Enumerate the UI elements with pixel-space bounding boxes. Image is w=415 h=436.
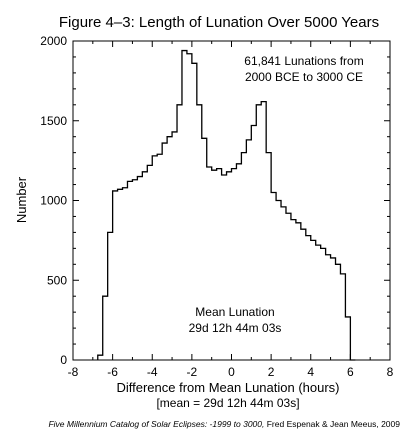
annotation-mean-value: 29d 12h 44m 03s xyxy=(189,321,282,335)
x-tick-label: -6 xyxy=(107,365,118,379)
chart-title: Figure 4–3: Length of Lunation Over 5000… xyxy=(59,14,379,31)
y-tick-label: 1500 xyxy=(40,114,67,128)
annotation-count: 61,841 Lunations from xyxy=(244,54,363,68)
y-axis-ticks: 0 500 1000 1500 2000 xyxy=(40,34,390,367)
x-tick-label: -8 xyxy=(68,365,79,379)
x-tick-label: 0 xyxy=(228,365,235,379)
y-axis-label: Number xyxy=(14,176,29,223)
x-tick-label: 2 xyxy=(268,365,275,379)
source-credit-title: Five Millennium Catalog of Solar Eclipse… xyxy=(48,419,264,429)
source-credit: Five Millennium Catalog of Solar Eclipse… xyxy=(48,419,400,429)
x-axis-ticks: -8 -6 -4 -2 0 2 4 6 8 xyxy=(68,41,394,379)
y-tick-label: 0 xyxy=(60,353,67,367)
y-tick-label: 1000 xyxy=(40,194,67,208)
x-tick-label: -4 xyxy=(147,365,158,379)
source-credit-authors: Fred Espenak & Jean Meeus, 2009 xyxy=(264,419,400,429)
annotation-mean-label: Mean Lunation xyxy=(195,305,274,319)
histogram-outline xyxy=(97,49,356,361)
y-tick-label: 500 xyxy=(47,273,67,287)
annotation-range: 2000 BCE to 3000 CE xyxy=(245,70,363,84)
x-tick-label: -2 xyxy=(187,365,198,379)
x-axis-sublabel: [mean = 29d 12h 44m 03s] xyxy=(156,396,299,410)
x-tick-label: 8 xyxy=(387,365,394,379)
y-tick-label: 2000 xyxy=(40,34,67,48)
x-tick-label: 6 xyxy=(347,365,354,379)
x-axis-label: Difference from Mean Lunation (hours) xyxy=(116,380,339,395)
x-tick-label: 4 xyxy=(307,365,314,379)
